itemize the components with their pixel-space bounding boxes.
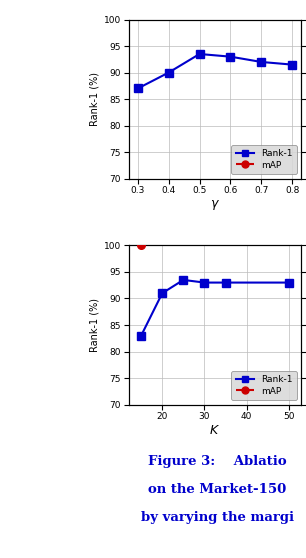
Y-axis label: Rank-1 (%): Rank-1 (%) [89,298,99,352]
Text: by varying the margi: by varying the margi [141,511,294,523]
Text: on the Market-150: on the Market-150 [148,483,286,496]
Legend: Rank-1, mAP: Rank-1, mAP [231,371,297,400]
Y-axis label: Rank-1 (%): Rank-1 (%) [89,72,99,126]
Legend: Rank-1, mAP: Rank-1, mAP [231,145,297,174]
X-axis label: $\gamma$: $\gamma$ [210,198,220,212]
X-axis label: $K$: $K$ [209,424,221,437]
Text: Figure 3:    Ablatio: Figure 3: Ablatio [148,455,287,468]
